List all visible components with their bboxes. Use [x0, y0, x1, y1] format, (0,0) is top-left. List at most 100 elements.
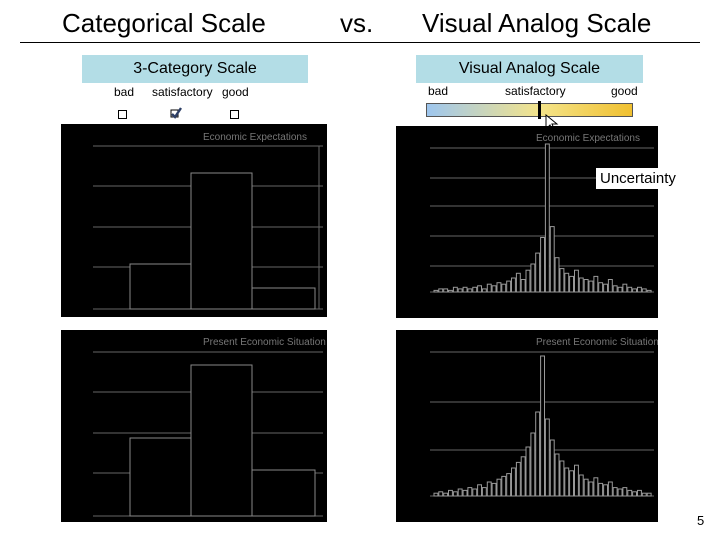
- histogram-bar: [549, 226, 555, 293]
- chart-title: Economic Expectations: [536, 133, 640, 144]
- histogram-bar: [574, 464, 579, 497]
- histogram-bar: [481, 487, 487, 497]
- vas-scale-label: Visual Analog Scale: [416, 55, 643, 83]
- chart-bottom-right-svg: Present Economic Situation: [430, 337, 658, 497]
- histogram-bar: [438, 288, 444, 293]
- histogram-bar: [646, 289, 652, 293]
- histogram-bar: [627, 489, 633, 497]
- vas-anchor-bad: bad: [428, 84, 449, 98]
- histogram-bar: [496, 282, 502, 293]
- histogram-bar: [530, 432, 536, 497]
- histogram-bar: [506, 473, 512, 497]
- uncertainty-label: Uncertainty: [596, 168, 680, 189]
- radio-bad[interactable]: [118, 110, 127, 119]
- histogram-bar: [520, 456, 526, 497]
- vas-slider-handle[interactable]: [538, 101, 541, 119]
- histogram-bar: [588, 280, 594, 293]
- histogram-bar: [433, 492, 439, 497]
- histogram-bar: [491, 285, 497, 293]
- histogram-bar: [617, 488, 623, 497]
- histogram-bar: [511, 277, 516, 293]
- histogram-bar: [433, 289, 439, 293]
- page-number: 5: [697, 513, 705, 528]
- check-icon: [170, 107, 182, 119]
- histogram-bar: [525, 446, 531, 497]
- histogram-bar: [588, 481, 594, 497]
- histogram-bar: [511, 467, 516, 497]
- vas-anchor-good: good: [611, 84, 638, 98]
- histogram-bar: [564, 467, 570, 497]
- histogram-bar: [646, 492, 652, 497]
- histogram-bar: [467, 288, 473, 293]
- histogram-bar: [559, 460, 565, 497]
- histogram-bar: [452, 286, 458, 293]
- right-title: Visual Analog Scale: [422, 8, 652, 38]
- category-option-bad: bad: [114, 85, 135, 99]
- left-title: Categorical Scale: [62, 8, 266, 38]
- histogram-bar: [515, 272, 521, 293]
- histogram-bar: [603, 484, 609, 497]
- histogram-bar: [632, 491, 638, 497]
- histogram-bar: [472, 488, 478, 497]
- category-scale-label: 3-Category Scale: [82, 55, 308, 83]
- histogram-bar: [448, 489, 453, 497]
- histogram-bar: [564, 272, 570, 293]
- histogram-bar: [583, 279, 589, 293]
- histogram-bar: [520, 279, 526, 293]
- radio-good[interactable]: [230, 110, 239, 119]
- histogram-bar: [607, 279, 613, 293]
- chart-bottom-left: Present Economic Situation: [61, 330, 327, 522]
- histogram-bar: [641, 492, 647, 497]
- bar-satisfactory: [190, 172, 253, 310]
- category-option-good: good: [222, 85, 249, 99]
- histogram-bar: [462, 489, 468, 497]
- histogram-bar: [443, 492, 449, 497]
- histogram-bar: [457, 488, 463, 497]
- histogram-bar: [438, 491, 444, 497]
- chart-top-left: Economic Expectations: [61, 124, 327, 317]
- category-option-satisfactory: satisfactory: [152, 85, 213, 99]
- histogram-bar: [448, 289, 453, 293]
- uncertainty-pointer: [584, 179, 594, 180]
- vas-slider-track[interactable]: [426, 101, 633, 119]
- histogram-bar: [593, 275, 599, 293]
- chart-bottom-right: Present Economic Situation: [396, 330, 658, 522]
- histogram-bar: [559, 268, 565, 293]
- histogram-bar: [486, 481, 492, 497]
- histogram-bar: [627, 286, 633, 293]
- histogram-bar: [612, 487, 618, 497]
- histogram-bar: [583, 478, 589, 497]
- histogram-bar: [443, 288, 449, 293]
- histogram-bar: [525, 269, 531, 293]
- histogram-bar: [491, 482, 497, 497]
- histogram-bar: [632, 288, 638, 293]
- chart-title: Economic Expectations: [203, 132, 307, 143]
- bar-satisfactory: [190, 364, 253, 517]
- histogram-bar: [607, 481, 613, 497]
- histogram-bar: [622, 283, 628, 293]
- histogram-bar: [501, 475, 507, 497]
- histogram-bar: [462, 286, 468, 293]
- histogram-bar: [540, 237, 546, 293]
- chart-title: Present Economic Situation: [536, 337, 658, 348]
- histogram-bar: [617, 286, 623, 293]
- chart-title: Present Economic Situation: [203, 337, 326, 348]
- chart-bottom-left-svg: Present Economic Situation: [93, 337, 326, 517]
- histogram-bar: [544, 143, 550, 293]
- histogram-bar: [481, 288, 487, 293]
- histogram-bar: [477, 484, 482, 497]
- histogram-bar: [637, 286, 642, 293]
- vas-anchor-satisfactory: satisfactory: [505, 84, 566, 98]
- histogram-bar: [578, 277, 584, 293]
- histogram-bar: [554, 453, 560, 497]
- histogram-bar: [578, 474, 584, 497]
- chart-top-left-svg: Economic Expectations: [93, 132, 323, 310]
- chart-top-right: Economic Expectations: [396, 126, 658, 318]
- histogram-bar: [477, 285, 482, 293]
- histogram-bar: [569, 275, 575, 293]
- histogram-bar: [574, 269, 579, 293]
- vs-title: vs.: [340, 8, 374, 38]
- histogram-bar: [535, 252, 541, 293]
- radio-satisfactory-checked[interactable]: [169, 106, 183, 120]
- histogram-bar: [544, 418, 550, 497]
